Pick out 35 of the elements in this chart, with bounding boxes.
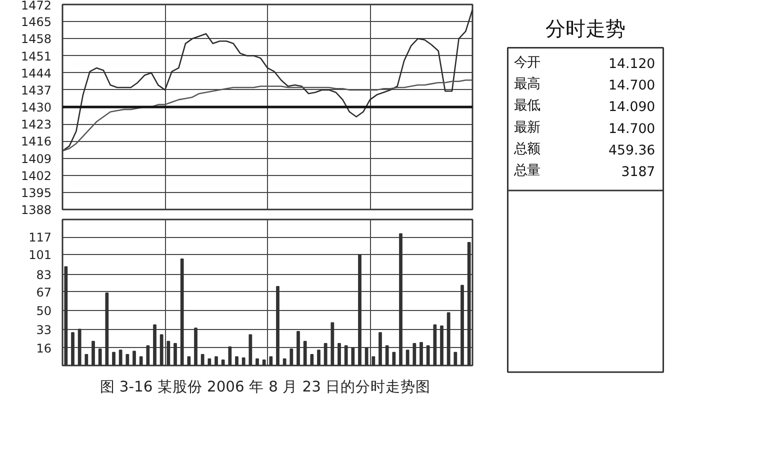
- y-tick-label: 1465: [20, 15, 52, 30]
- y-tick-label: 83: [36, 268, 52, 282]
- y-tick-label: 1388: [20, 203, 52, 217]
- caption: 图 3-16 某股份 2006 年 8 月 23 日的分时走势图: [100, 378, 431, 396]
- text: 459.36: [608, 143, 656, 158]
- y-tick-label: 16: [36, 341, 52, 356]
- text: 总额: [513, 142, 540, 157]
- line-series: [62, 80, 472, 152]
- y-tick-label: 1416: [20, 134, 52, 149]
- text: 14.120: [608, 56, 656, 72]
- text: 分时走势: [546, 16, 626, 40]
- y-tick-label: 1451: [20, 49, 52, 64]
- y-tick-label: 1458: [20, 32, 52, 46]
- y-tick-label: 1430: [20, 100, 52, 114]
- y-tick-label: 117: [28, 230, 52, 245]
- text: 总量: [513, 164, 540, 179]
- text: 最高: [514, 76, 540, 92]
- text: 14.090: [608, 100, 656, 116]
- text: 最新: [514, 120, 540, 136]
- y-tick-label: 1423: [20, 118, 52, 132]
- y-tick-label: 1472: [20, 0, 52, 12]
- y-tick-label: 1409: [20, 152, 52, 166]
- text: 今开: [514, 55, 540, 70]
- text: 最低: [514, 98, 540, 114]
- text: 14.700: [608, 78, 656, 94]
- y-tick-label: 67: [36, 285, 52, 300]
- y-tick-label: 1444: [20, 66, 52, 80]
- y-tick-label: 101: [28, 248, 52, 262]
- y-tick-label: 33: [36, 322, 52, 337]
- y-tick-label: 1395: [20, 186, 52, 200]
- y-tick-label: 1437: [20, 83, 52, 98]
- text: 3187: [621, 165, 656, 180]
- text: 14.700: [608, 122, 656, 137]
- y-tick-label: 1402: [20, 168, 52, 183]
- y-tick-label: 50: [36, 304, 52, 318]
